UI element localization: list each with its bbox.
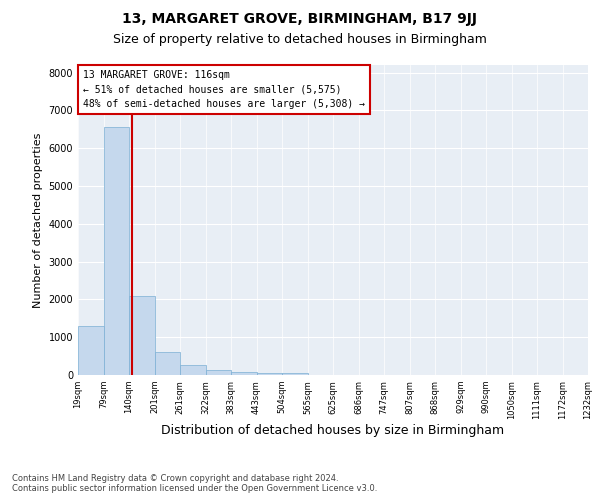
Bar <box>104 128 129 375</box>
Text: Contains public sector information licensed under the Open Government Licence v3: Contains public sector information licen… <box>12 484 377 493</box>
Bar <box>231 372 257 375</box>
Bar <box>78 326 104 375</box>
Text: Size of property relative to detached houses in Birmingham: Size of property relative to detached ho… <box>113 32 487 46</box>
Bar <box>155 352 180 375</box>
Bar <box>129 296 155 375</box>
Text: 13, MARGARET GROVE, BIRMINGHAM, B17 9JJ: 13, MARGARET GROVE, BIRMINGHAM, B17 9JJ <box>122 12 478 26</box>
Bar <box>205 370 231 375</box>
X-axis label: Distribution of detached houses by size in Birmingham: Distribution of detached houses by size … <box>161 424 505 438</box>
Bar <box>257 372 282 375</box>
Bar <box>282 372 308 375</box>
Y-axis label: Number of detached properties: Number of detached properties <box>33 132 43 308</box>
Text: 13 MARGARET GROVE: 116sqm
← 51% of detached houses are smaller (5,575)
48% of se: 13 MARGARET GROVE: 116sqm ← 51% of detac… <box>83 70 365 110</box>
Bar <box>180 365 205 375</box>
Text: Contains HM Land Registry data © Crown copyright and database right 2024.: Contains HM Land Registry data © Crown c… <box>12 474 338 483</box>
